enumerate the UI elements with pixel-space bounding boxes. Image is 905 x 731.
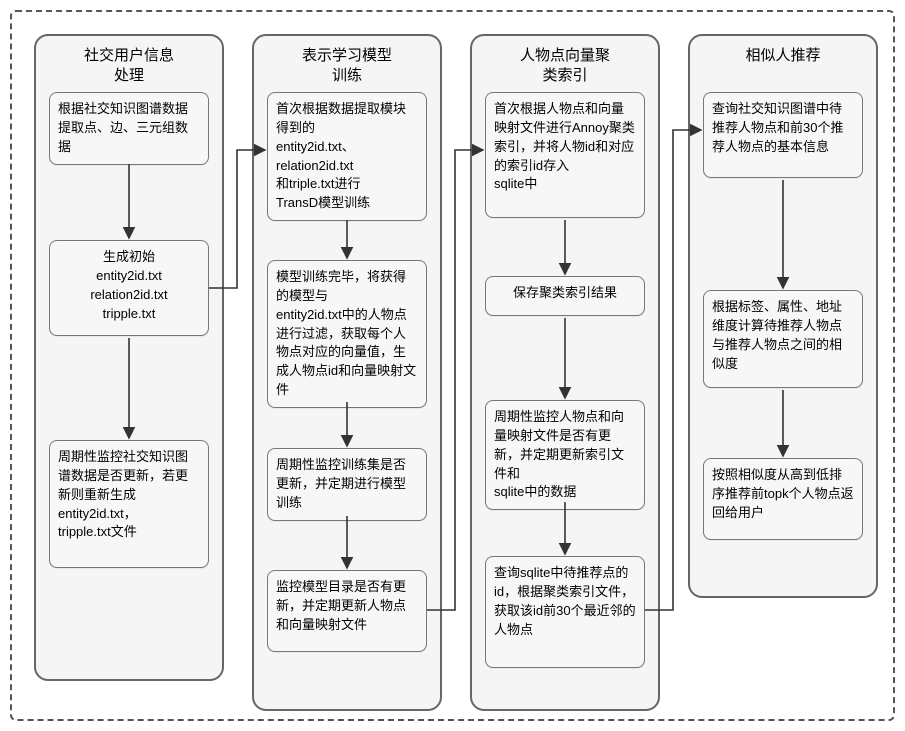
node-n41: 查询社交知识图谱中待推荐人物点和前30个推荐人物点的基本信息 (703, 92, 863, 178)
node-n13: 周期性监控社交知识图谱数据是否更新，若更新则重新生成entity2id.txt，… (49, 440, 209, 568)
node-n11: 根据社交知识图谱数据提取点、边、三元组数据 (49, 92, 209, 165)
node-n43: 按照相似度从高到低排序推荐前topk个人物点返回给用户 (703, 458, 863, 540)
node-n34: 查询sqlite中待推荐点的id，根据聚类索引文件，获取该id前30个最近邻的人… (485, 556, 645, 668)
column-title: 表示学习模型训练 (254, 36, 440, 93)
node-n12: 生成初始entity2id.txtrelation2id.txttripple.… (49, 240, 209, 336)
node-n31: 首次根据人物点和向量映射文件进行Annoy聚类索引，并将人物id和对应的索引id… (485, 92, 645, 218)
node-n32: 保存聚类索引结果 (485, 276, 645, 316)
column-title: 人物点向量聚类索引 (472, 36, 658, 93)
node-n42: 根据标签、属性、地址维度计算待推荐人物点与推荐人物点之间的相似度 (703, 290, 863, 388)
column-title: 相似人推荐 (690, 36, 876, 72)
node-n24: 监控模型目录是否有更新，并定期更新人物点和向量映射文件 (267, 570, 427, 652)
node-n23: 周期性监控训练集是否更新，并定期进行模型训练 (267, 448, 427, 521)
node-n33: 周期性监控人物点和向量映射文件是否有更新，并定期更新索引文件和sqlite中的数… (485, 400, 645, 510)
column-title: 社交用户信息处理 (36, 36, 222, 93)
node-n21: 首次根据数据提取模块得到的entity2id.txt、relation2id.t… (267, 92, 427, 221)
node-n22: 模型训练完毕，将获得的模型与entity2id.txt中的人物点进行过滤，获取每… (267, 260, 427, 408)
